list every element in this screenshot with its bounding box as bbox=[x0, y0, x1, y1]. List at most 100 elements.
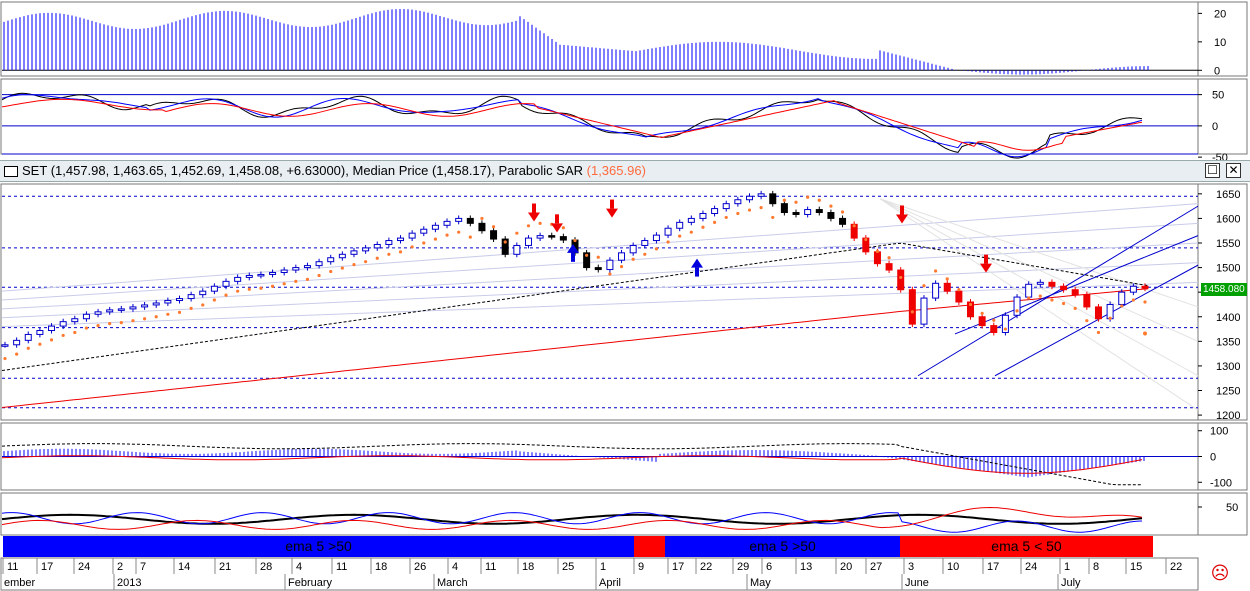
price-panel-title: SET (1,457.98, 1,463.65, 1,452.69, 1,458… bbox=[22, 163, 646, 178]
close-button[interactable]: ✕ bbox=[1226, 163, 1241, 178]
sar-dot bbox=[631, 257, 635, 261]
candle bbox=[629, 244, 637, 254]
sell-arrow bbox=[528, 212, 540, 222]
candle bbox=[780, 203, 788, 214]
candle bbox=[443, 220, 451, 226]
macd-signal-upper bbox=[1, 443, 1142, 486]
x-tick-label: 10 bbox=[947, 561, 959, 573]
sar-dot bbox=[689, 230, 693, 234]
candle bbox=[431, 224, 439, 230]
fan-line bbox=[1, 222, 1199, 301]
y-tick-label: 1400 bbox=[1216, 312, 1240, 324]
candle bbox=[59, 321, 67, 327]
x-tick-label: 27 bbox=[870, 561, 882, 573]
candle bbox=[1141, 285, 1149, 289]
maximize-button[interactable]: ☐ bbox=[1205, 163, 1220, 178]
sar-dot bbox=[1061, 301, 1066, 306]
fan-line bbox=[879, 198, 1199, 377]
candle bbox=[397, 237, 405, 242]
candle bbox=[745, 195, 753, 201]
x-tick-label: 11 bbox=[7, 561, 18, 573]
sar-dot bbox=[829, 204, 833, 208]
month-label: July bbox=[1061, 577, 1081, 589]
candle bbox=[48, 325, 56, 332]
sar-dot bbox=[561, 226, 565, 230]
sar-dot bbox=[666, 240, 670, 244]
x-tick-label: 13 bbox=[800, 561, 812, 573]
y-tick-label: 50 bbox=[1212, 90, 1224, 102]
x-tick-label: 15 bbox=[1130, 561, 1142, 573]
candle bbox=[536, 235, 544, 239]
sar-dot bbox=[899, 275, 903, 280]
sar-dot bbox=[526, 224, 531, 228]
candle bbox=[699, 213, 707, 219]
sar-dot bbox=[166, 312, 170, 316]
x-tick-label: 24 bbox=[1025, 561, 1037, 573]
sar-dot bbox=[608, 272, 612, 276]
y-tick-label: 1550 bbox=[1216, 238, 1240, 250]
buy-arrow bbox=[691, 258, 703, 268]
sell-arrow bbox=[896, 214, 908, 224]
candle bbox=[618, 252, 626, 261]
candle bbox=[466, 217, 474, 224]
candle bbox=[501, 238, 509, 255]
sar-dot bbox=[282, 282, 286, 286]
candle bbox=[13, 339, 21, 346]
fan-line bbox=[879, 198, 1199, 411]
sar-dot bbox=[468, 235, 472, 239]
candle bbox=[1071, 289, 1079, 296]
sad-face-icon[interactable]: ☹ bbox=[1210, 563, 1230, 583]
candle bbox=[664, 227, 672, 236]
sar-dot bbox=[515, 231, 519, 235]
x-tick-label: 22 bbox=[700, 561, 712, 573]
sar-dot bbox=[910, 310, 914, 314]
sar-dot bbox=[585, 253, 589, 257]
candle bbox=[769, 193, 777, 205]
candle bbox=[1083, 294, 1091, 308]
sar-dot bbox=[1015, 309, 1019, 313]
panel-frame-price bbox=[0, 183, 1248, 421]
sar-dot bbox=[224, 293, 228, 297]
trend-channel-line bbox=[954, 235, 1199, 335]
y-tick-label: 0 bbox=[1212, 121, 1218, 133]
x-tick-label: 24 bbox=[78, 561, 90, 573]
sar-dot bbox=[177, 310, 182, 314]
candle bbox=[362, 247, 370, 252]
osc-line-blue bbox=[1, 94, 1143, 158]
sar-dot bbox=[375, 256, 379, 260]
sar-dot bbox=[1131, 298, 1135, 302]
candle bbox=[269, 272, 277, 275]
sar-dot bbox=[259, 286, 263, 290]
candle bbox=[757, 193, 765, 197]
fan-line bbox=[1, 281, 1199, 328]
x-tick-label: 3 bbox=[908, 561, 914, 573]
sar-dot bbox=[410, 245, 414, 249]
sar-dot bbox=[968, 302, 973, 307]
x-tick-label: 21 bbox=[219, 561, 231, 573]
ema-band-bg bbox=[900, 536, 1153, 557]
sar-dot bbox=[643, 252, 647, 256]
x-tick-label: 14 bbox=[178, 561, 190, 573]
sar-dot bbox=[957, 288, 961, 292]
sar-dot bbox=[945, 277, 949, 281]
sar-dot bbox=[3, 356, 7, 361]
sar-dot bbox=[154, 315, 158, 319]
month-label: 2013 bbox=[117, 577, 141, 589]
buy-arrow bbox=[567, 243, 579, 253]
sar-dot bbox=[724, 215, 728, 220]
candle bbox=[1036, 281, 1044, 285]
sar-dot bbox=[759, 206, 763, 210]
sar-dot bbox=[992, 318, 996, 322]
x-tick-label: 4 bbox=[296, 561, 302, 573]
ema-band-3: ema 5 >50 bbox=[749, 538, 816, 554]
candle bbox=[1129, 285, 1137, 293]
sar-dot bbox=[189, 306, 193, 310]
symbol-name: SET bbox=[22, 163, 48, 178]
sar-dot bbox=[934, 269, 938, 273]
candle bbox=[222, 280, 230, 287]
sar-dot bbox=[1143, 300, 1147, 304]
candle bbox=[141, 304, 149, 308]
candle bbox=[606, 259, 614, 271]
candle bbox=[955, 290, 963, 303]
